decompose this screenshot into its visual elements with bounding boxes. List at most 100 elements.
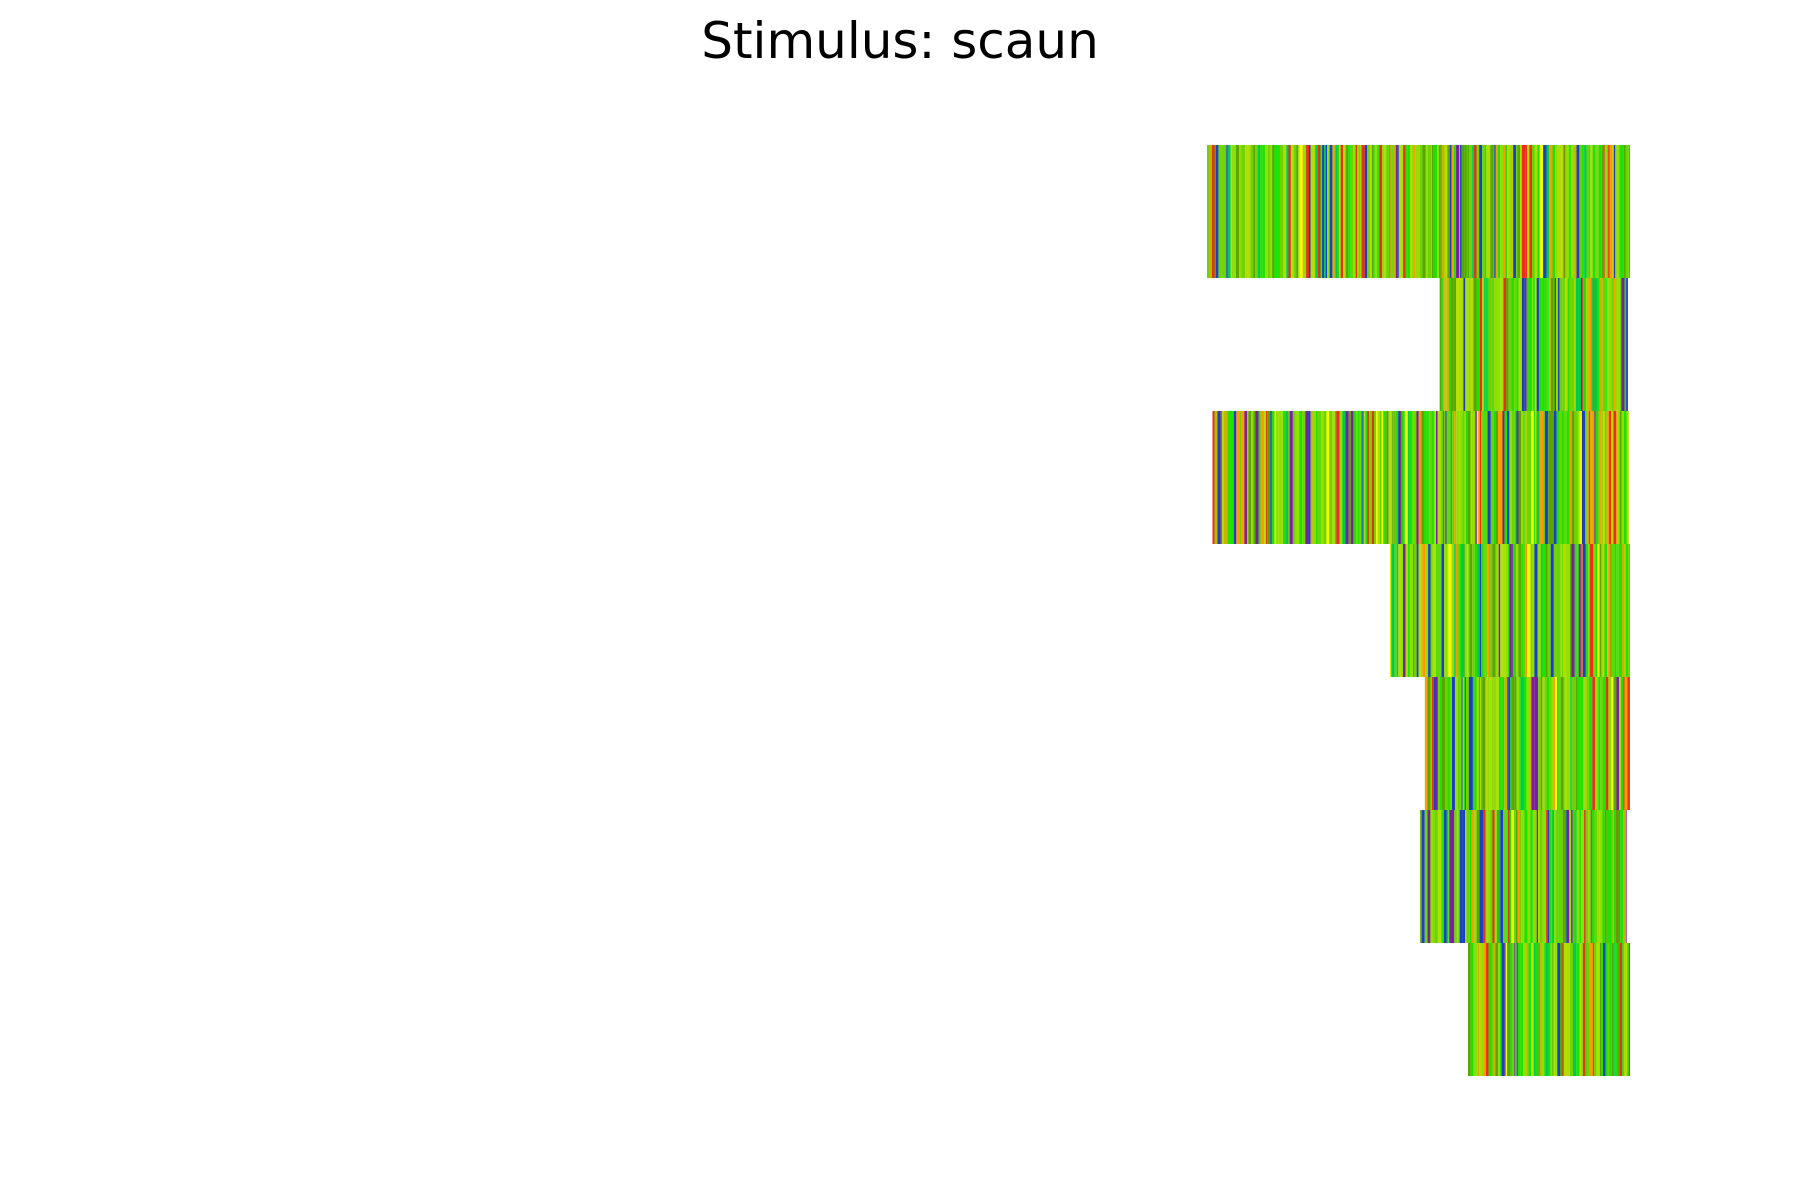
trial-1-segment-132 [1486,145,1488,278]
trial-6-segment-27 [1482,810,1486,943]
trial-3-segment-13 [1244,411,1248,544]
trial-4-segment-31 [1455,544,1458,677]
trial-7-segment-64 [1605,943,1608,1076]
trial-4-segment-88 [1576,544,1578,677]
trial-1-segment-11 [1231,145,1235,278]
trial-1-segment-200 [1625,145,1629,278]
trial-4-segment-5 [1398,544,1401,677]
trial-1-segment-51 [1320,145,1322,278]
trial-1-segment-106 [1431,145,1432,278]
trial-5-segment-7 [1439,677,1442,810]
trial-1-segment-19 [1250,145,1254,278]
trial-3-segment-41 [1308,411,1311,544]
trial-1-segment-142 [1505,145,1508,278]
trial-1-segment-113 [1444,145,1448,278]
trial-1-segment-189 [1607,145,1609,278]
trial-2-segment-16 [1473,278,1477,411]
trial-6-segment-32 [1494,810,1498,943]
trial-4-segment-40 [1468,544,1470,677]
trial-4-segment-21 [1433,544,1437,677]
trial-3-segment-26 [1274,411,1277,544]
trial-6-segment-57 [1547,810,1550,943]
trial-2-segment-9 [1457,278,1459,411]
trial-3-segment-29 [1279,411,1282,544]
trial-3-segment-140 [1511,411,1515,544]
trial-6-segment-34 [1498,810,1501,943]
trial-1-segment-69 [1355,145,1358,278]
trial-1-segment-67 [1350,145,1354,278]
trial-1-segment-60 [1335,145,1338,278]
trial-4-segment-94 [1585,544,1589,677]
trial-1-segment-194 [1615,145,1617,278]
trial-5-segment-13 [1454,677,1458,810]
trial-6-segment-39 [1507,810,1510,943]
trial-1-segment-137 [1494,145,1496,278]
trial-4-segment-38 [1467,544,1468,677]
trial-6-segment-4 [1430,810,1434,943]
trial-3-segment-31 [1282,411,1286,544]
trial-1-segment-35 [1286,145,1289,278]
trial-1-segment-29 [1274,145,1276,278]
trial-1-segment-77 [1371,145,1374,278]
trial-7-segment-53 [1581,943,1583,1076]
trial-5-segment-18 [1463,677,1466,810]
trial-5-segment-5 [1435,677,1438,810]
trial-6-segment-79 [1587,810,1591,943]
trial-5-segment-69 [1566,677,1571,810]
trial-2-segment-74 [1599,278,1603,411]
trial-2-segment-75 [1602,278,1606,411]
trial-4-segment-90 [1578,544,1581,677]
trial-3-segment-15 [1248,411,1252,544]
trial-1-segment-75 [1366,145,1370,278]
trial-1-segment-39 [1293,145,1297,278]
trial-3-segment-38 [1299,411,1303,544]
trial-7-segment-63 [1603,943,1606,1076]
trial-6-segment-50 [1532,810,1536,943]
trial-6-segment-11 [1448,810,1450,943]
trial-5-segment-70 [1570,677,1572,810]
trial-1-segment-178 [1586,145,1590,278]
trial-1-segment-64 [1343,145,1346,278]
trial-2-segment-7 [1453,278,1457,411]
trial-3-segment-5 [1221,411,1224,544]
trial-6-segment-68 [1569,810,1572,943]
trial-1-segment-155 [1533,145,1535,278]
trial-1-segment-145 [1512,145,1514,278]
trial-6-segment-73 [1576,810,1580,943]
trial-3-segment-166 [1563,411,1567,544]
trial-4-segment-111 [1621,544,1625,677]
trial-7-segment-44 [1557,943,1561,1076]
trial-1-segment-16 [1244,145,1246,278]
trial-3-segment-46 [1318,411,1322,544]
trial-1-segment-48 [1313,145,1316,278]
trial-7-segment-55 [1584,943,1587,1076]
trial-1-segment-174 [1579,145,1582,278]
trial-3-segment-62 [1359,411,1362,544]
trial-7-segment-41 [1553,943,1555,1076]
trial-2-segment-20 [1483,278,1485,411]
trial-1-segment-169 [1565,145,1569,278]
trial-1-segment-74 [1364,145,1368,278]
trial-2-segment-4 [1446,278,1449,411]
trial-3-segment-85 [1398,411,1401,544]
trial-5-segment-92 [1623,677,1625,810]
trial-7-segment-6 [1481,943,1484,1076]
trial-2-segment-81 [1615,278,1618,411]
trial-4-segment-108 [1614,544,1617,677]
trial-1-segment-59 [1332,145,1336,278]
trial-3-segment-91 [1409,411,1413,544]
trial-2-segment-8 [1456,278,1458,411]
trial-4-segment-91 [1580,544,1582,677]
trial-2-segment-86 [1626,278,1628,411]
trial-5-segment-60 [1549,677,1552,810]
trial-1-segment-3 [1214,145,1216,278]
trial-6-segment-81 [1591,810,1595,943]
trial-1-segment-140 [1500,145,1504,278]
trial-1-segment-181 [1592,145,1596,278]
trial-3-segment-40 [1305,411,1309,544]
trial-3-segment-181 [1598,411,1601,544]
trial-5-segment-22 [1471,677,1473,810]
trial-3-segment-8 [1230,411,1234,544]
trial-3-segment-61 [1357,411,1360,544]
trial-5-segment-50 [1526,677,1530,810]
